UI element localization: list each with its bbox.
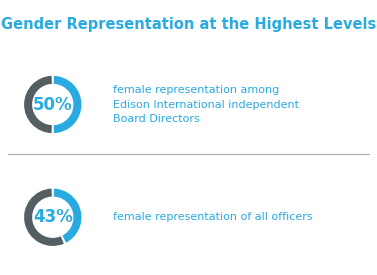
Text: 50%: 50% bbox=[33, 95, 73, 114]
Text: female representation among
Edison International independent
Board Directors: female representation among Edison Inter… bbox=[113, 85, 299, 124]
Wedge shape bbox=[54, 189, 81, 243]
Text: 43%: 43% bbox=[33, 208, 73, 226]
Text: Gender Representation at the Highest Levels: Gender Representation at the Highest Lev… bbox=[1, 17, 376, 32]
Wedge shape bbox=[24, 189, 64, 246]
Text: female representation of all officers: female representation of all officers bbox=[113, 212, 313, 222]
Wedge shape bbox=[24, 76, 52, 133]
Wedge shape bbox=[54, 76, 81, 133]
